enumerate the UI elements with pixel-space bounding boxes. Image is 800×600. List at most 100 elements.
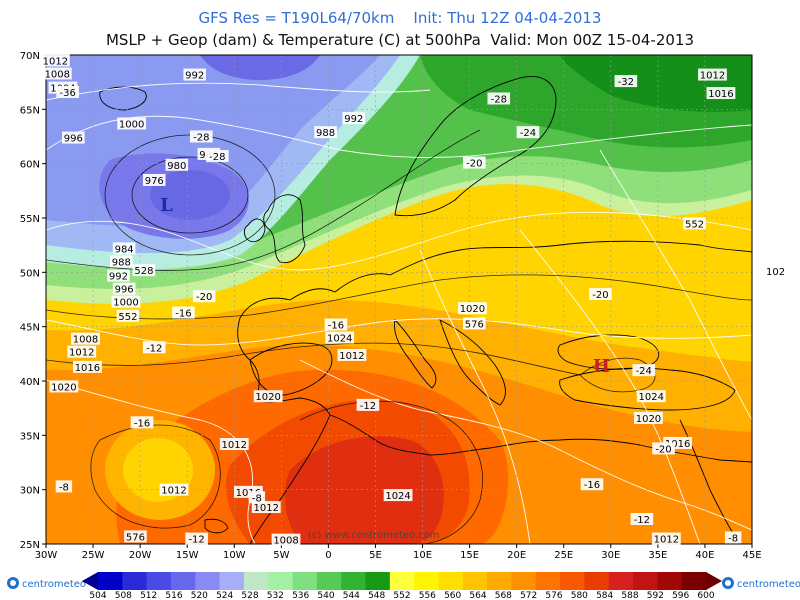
- lon-tick-label: 10E: [413, 550, 432, 561]
- lat-tick-label: 35N: [20, 431, 40, 442]
- colorbar-label: 588: [621, 591, 638, 600]
- pressure-label: 1000: [111, 295, 141, 309]
- colorbar-swatch: [681, 572, 707, 590]
- colorbar-swatch: [608, 572, 634, 590]
- colorbar-label: 552: [393, 591, 410, 600]
- svg-text:984: 984: [115, 244, 134, 255]
- svg-text:1020: 1020: [460, 304, 485, 315]
- pressure-label: 996: [61, 131, 85, 145]
- colorbar-label: 524: [216, 591, 233, 600]
- watermark: (c) www.centrometeo.com: [308, 530, 440, 541]
- colorbar-right-arrow: [706, 572, 722, 590]
- pressure-label: 1012: [251, 501, 281, 514]
- svg-text:1016: 1016: [236, 488, 261, 499]
- geopotential-label: 552: [116, 309, 140, 323]
- temperature-label: -16: [580, 478, 604, 491]
- temperature-label: -12: [630, 513, 654, 526]
- colorbar-swatch: [389, 572, 415, 590]
- pressure-label: 1008: [42, 67, 72, 80]
- svg-text:1020: 1020: [255, 392, 280, 403]
- geopotential-field: [46, 55, 752, 544]
- svg-text:-12: -12: [146, 343, 162, 354]
- svg-text:992: 992: [109, 272, 128, 283]
- svg-text:528: 528: [134, 266, 153, 277]
- pressure-label: 976: [142, 173, 166, 187]
- colorbar-swatch: [414, 572, 439, 590]
- svg-text:1016: 1016: [665, 439, 690, 450]
- svg-text:1012: 1012: [700, 71, 725, 82]
- colorbar-swatch: [243, 572, 269, 590]
- lon-tick-label: 20E: [507, 550, 526, 561]
- svg-text:1000: 1000: [119, 119, 144, 130]
- colorbar-swatch: [146, 572, 172, 590]
- svg-text:1012: 1012: [222, 440, 247, 451]
- svg-text:-24: -24: [636, 366, 652, 377]
- temperature-label: -32: [614, 75, 638, 88]
- pressure-label: 1016: [706, 87, 736, 100]
- temperature-label: -8: [55, 480, 73, 493]
- logos: centrometeo centrometeo: [7, 577, 800, 590]
- pressure-label: 1024: [325, 331, 355, 345]
- temperature-label: -36: [56, 85, 79, 99]
- svg-text:988: 988: [112, 257, 131, 268]
- colorbar-label: 584: [596, 591, 613, 600]
- svg-text:-28: -28: [193, 133, 209, 144]
- pressure-label: 988: [110, 255, 133, 268]
- svg-text:1008: 1008: [73, 335, 98, 346]
- temperature-label: -20: [589, 288, 612, 301]
- temperature-label: -28: [190, 130, 213, 144]
- lon-tick-label: 40E: [695, 550, 714, 561]
- svg-text:1012: 1012: [254, 503, 279, 514]
- latitude-ticks: 70N 65N 60N 55N 50N 45N 40N 35N 30N 25N: [20, 51, 46, 551]
- colorbar-swatch: [535, 572, 561, 590]
- colorbar-label: 520: [191, 591, 208, 600]
- pressure-label: 1012: [41, 54, 70, 67]
- svg-text:-20: -20: [592, 290, 608, 301]
- lat-tick-label: 25N: [20, 540, 40, 551]
- svg-text:-8: -8: [728, 533, 738, 544]
- colorbar-swatch: [633, 572, 658, 590]
- pressure-label: 992: [183, 68, 207, 82]
- pressure-label: 1020: [49, 380, 79, 393]
- colorbar-label: 572: [520, 591, 537, 600]
- lat-tick-label: 50N: [20, 268, 40, 279]
- svg-text:-12: -12: [188, 535, 204, 546]
- pressure-label: 102: [764, 265, 787, 278]
- svg-text:-32: -32: [618, 77, 634, 88]
- svg-text:552: 552: [118, 312, 137, 323]
- svg-text:-12: -12: [360, 401, 376, 412]
- temperature-label: -12: [185, 532, 208, 546]
- high-pressure-center: H: [593, 356, 610, 377]
- temperature-label: -12: [356, 398, 380, 412]
- svg-text:992: 992: [185, 71, 204, 82]
- svg-text:1012: 1012: [654, 535, 679, 546]
- logo-left: centrometeo: [7, 577, 86, 590]
- pressure-label: 1008: [71, 332, 100, 346]
- svg-text:1008: 1008: [45, 69, 70, 80]
- colorbar-label: 512: [140, 591, 157, 600]
- logo-right: centrometeo: [722, 577, 800, 590]
- lon-tick-label: 20W: [129, 550, 152, 561]
- temperature-label: -28: [206, 150, 229, 163]
- colorbar-swatch: [462, 572, 488, 590]
- colorbar-label: 548: [368, 591, 385, 600]
- svg-text:102: 102: [766, 267, 785, 278]
- map-frame: [45, 54, 753, 545]
- pressure-label: 1012: [651, 532, 681, 546]
- pressure-label: 988: [314, 126, 337, 139]
- svg-text:-28: -28: [491, 94, 507, 105]
- lon-tick-label: 10W: [223, 550, 246, 561]
- temperature-label: -16: [324, 318, 348, 331]
- svg-text:1016: 1016: [75, 363, 100, 374]
- colorbar-label: 544: [343, 591, 360, 600]
- lat-tick-label: 60N: [20, 160, 40, 171]
- svg-text:1012: 1012: [339, 351, 364, 362]
- pressure-label: 984: [112, 242, 136, 255]
- temperature-label: -20: [192, 290, 216, 303]
- svg-text:-16: -16: [175, 309, 191, 320]
- lat-tick-label: 55N: [20, 214, 40, 225]
- lon-tick-label: 30W: [35, 550, 58, 561]
- temperature-label: -8: [248, 491, 266, 504]
- colorbar-label: 560: [444, 591, 461, 600]
- colorbar-swatch: [560, 572, 585, 590]
